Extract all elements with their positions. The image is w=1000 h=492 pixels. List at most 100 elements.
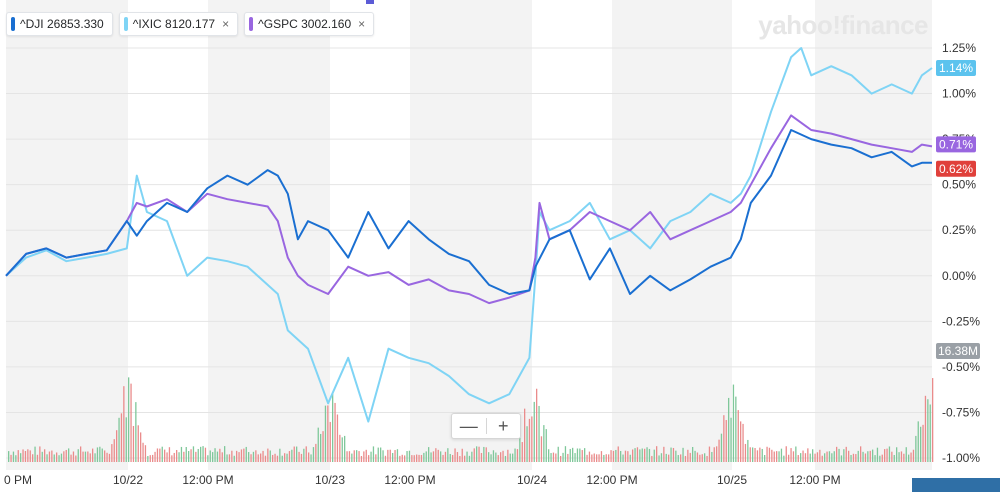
session-band [815, 0, 932, 470]
gspc-color-bar [249, 17, 254, 31]
volume-bar [236, 450, 238, 462]
volume-bar [106, 452, 108, 462]
volume-bar [771, 449, 773, 462]
volume-bar [744, 443, 747, 462]
volume-bar [87, 451, 89, 462]
volume-bar [327, 405, 329, 462]
volume-bar [142, 442, 144, 462]
session-band [410, 0, 532, 470]
dji-symbol: ^DJI [20, 17, 44, 31]
volume-bar [557, 446, 559, 462]
gspc-value: 3002.160 [301, 17, 352, 31]
volume-bar [440, 451, 442, 462]
volume-bar [332, 393, 334, 462]
volume-bar [264, 455, 267, 462]
volume-bar [396, 449, 399, 462]
volume-bar [178, 452, 180, 462]
volume-bar [444, 451, 447, 462]
volume-bar [404, 455, 406, 462]
volume-bar [276, 455, 279, 462]
volume-bar [219, 448, 221, 462]
volume-bar [908, 454, 910, 462]
volume-bar [384, 455, 387, 462]
volume-bar [552, 452, 555, 462]
volume-bar [221, 452, 223, 462]
volume-bar [108, 453, 111, 462]
volume-bar [804, 453, 807, 462]
volume-bar [706, 455, 708, 462]
x-tick-label: 12:00 PM [384, 473, 435, 487]
volume-bar [663, 446, 665, 462]
zoom-out-button[interactable]: — [459, 415, 478, 436]
volume-bar [526, 426, 528, 462]
volume-bar [423, 452, 425, 462]
volume-bar [94, 453, 96, 462]
legend-chip-gspc[interactable]: ^GSPC 3002.160 × [244, 12, 375, 36]
volume-bar [118, 417, 120, 462]
volume-bar [65, 449, 67, 462]
volume-bar [204, 447, 207, 462]
volume-bar [435, 448, 437, 462]
y-tick-label: -0.50% [942, 360, 980, 374]
volume-bar [816, 452, 819, 462]
session-band [6, 0, 128, 470]
volume-bar [809, 453, 811, 462]
volume-bar [682, 447, 684, 462]
volume-bar [788, 454, 790, 462]
volume-bar [612, 450, 615, 462]
volume-bar [812, 449, 814, 462]
legend-chip-ixic[interactable]: ^IXIC 8120.177 × [118, 12, 239, 36]
volume-bar [216, 451, 219, 462]
volume-bar [173, 452, 175, 462]
volume-bar [12, 451, 15, 462]
volume-bar [113, 439, 115, 462]
yahoo-finance-logo: yahoo!finance [758, 10, 928, 40]
volume-bar [344, 435, 346, 462]
volume-bar [111, 444, 113, 462]
volume-bar [183, 451, 185, 462]
volume-bar [188, 451, 190, 462]
zoom-in-button[interactable]: + [497, 415, 509, 436]
volume-bar [596, 454, 598, 462]
volume-bar [562, 452, 564, 462]
volume-bar [586, 454, 588, 462]
volume-bar [329, 421, 331, 462]
volume-bar [132, 425, 135, 462]
volume-bar [836, 446, 838, 462]
series-lines [5, 47, 933, 423]
volume-bar [483, 446, 485, 462]
volume-bar [766, 446, 768, 462]
volume-bar [365, 449, 367, 462]
volume-bar [140, 432, 142, 462]
volume-bar [238, 452, 240, 462]
volume-bar [233, 455, 235, 462]
volume-bar [315, 443, 317, 462]
volume-bar [723, 415, 725, 462]
volume-bar [411, 455, 413, 462]
volume-bar [420, 454, 423, 462]
legend-chip-dji[interactable]: ^DJI 26853.330 [6, 12, 113, 36]
volume-bar [135, 402, 137, 462]
volume-bar [380, 447, 382, 462]
volume-bar [608, 454, 610, 462]
y-tick-label: -0.25% [942, 314, 980, 328]
volume-bar [456, 452, 459, 462]
volume-bar [641, 448, 643, 462]
volume-bar [802, 450, 804, 462]
close-icon[interactable]: × [222, 17, 230, 31]
volume-bar [120, 413, 123, 462]
volume-bar [819, 449, 821, 462]
volume-bar [560, 455, 562, 462]
volume-bar [22, 449, 24, 462]
volume-bar [168, 447, 171, 462]
volume-bar [778, 451, 780, 462]
close-icon[interactable]: × [358, 17, 366, 31]
volume-bar [401, 454, 403, 462]
volume-bar [824, 453, 826, 462]
volume-bar [262, 450, 264, 462]
x-tick-label: 12:00 PM [789, 473, 840, 487]
x-tick-label: 10/25 [717, 473, 747, 487]
x-axis-ticks: 0 PM 10/22 12:00 PM 10/23 12:00 PM 10/24 12:00… [4, 473, 841, 487]
volume-bar [161, 446, 163, 462]
